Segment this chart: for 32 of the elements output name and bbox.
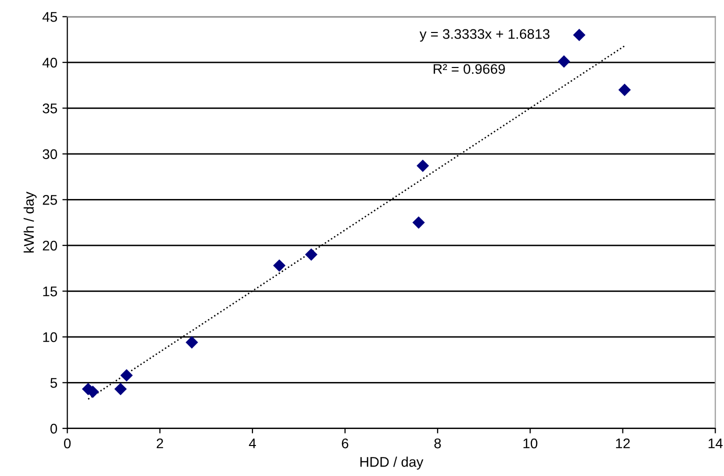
- x-axis-title: HDD / day: [360, 456, 424, 470]
- x-tick-label: 4: [248, 438, 256, 448]
- x-tick-label: 10: [524, 438, 538, 448]
- y-tick-label: 20: [42, 240, 58, 251]
- y-tick-label: 15: [43, 286, 58, 296]
- point: [186, 336, 198, 349]
- y-tick-label: 25: [42, 194, 58, 205]
- y-tick-label: 10: [43, 332, 58, 342]
- x-tick-label: 2: [156, 438, 164, 448]
- y-tick-label: 30: [42, 149, 58, 160]
- annotation: R² = 0.9669: [434, 64, 505, 74]
- x-tick-label: 6: [342, 438, 348, 448]
- point: [120, 369, 133, 382]
- point: [416, 160, 430, 172]
- y-tick-label: 45: [42, 12, 58, 22]
- point: [114, 382, 127, 396]
- y-axis-title: kWh / day: [24, 192, 37, 252]
- point: [305, 248, 318, 261]
- annotation: y = 3.3333x + 1.6813: [420, 29, 550, 42]
- y-tick-label: 40: [42, 58, 58, 68]
- y-tick-label: 35: [42, 103, 58, 114]
- x-tick-label: 14: [708, 438, 723, 448]
- y-tick-label: 0: [50, 424, 58, 434]
- point: [618, 84, 631, 96]
- point: [558, 55, 570, 68]
- point: [273, 259, 286, 272]
- x-tick-label: 12: [616, 438, 630, 448]
- x-tick-label: 0: [64, 438, 71, 448]
- point: [573, 28, 586, 42]
- point: [412, 216, 425, 229]
- y-tick-label: 5: [50, 378, 58, 388]
- x-tick-label: 8: [434, 438, 441, 448]
